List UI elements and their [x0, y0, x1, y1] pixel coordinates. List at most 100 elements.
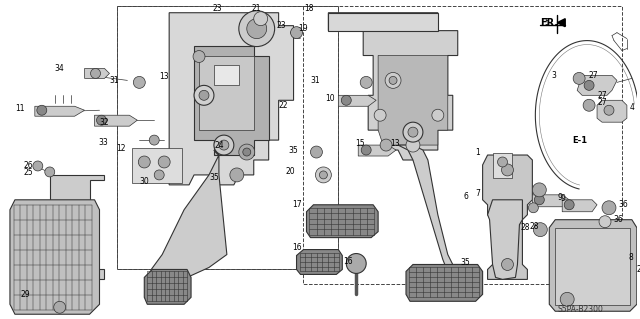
Polygon shape [169, 13, 294, 185]
Polygon shape [194, 46, 269, 155]
Text: 31: 31 [109, 76, 119, 85]
Text: 30: 30 [140, 177, 149, 186]
Polygon shape [199, 56, 253, 130]
Text: 12: 12 [116, 144, 126, 152]
Text: 9: 9 [561, 194, 566, 203]
Polygon shape [577, 75, 617, 95]
Circle shape [133, 77, 145, 88]
Circle shape [380, 139, 392, 151]
Text: 33: 33 [99, 137, 108, 147]
Circle shape [408, 127, 418, 137]
Text: 16: 16 [292, 243, 301, 252]
Polygon shape [483, 155, 532, 279]
Circle shape [502, 164, 513, 176]
Text: 25: 25 [23, 168, 33, 177]
Circle shape [564, 200, 574, 210]
Text: 8: 8 [629, 253, 634, 262]
Circle shape [214, 135, 234, 155]
Text: 28: 28 [521, 223, 531, 232]
Circle shape [361, 145, 371, 155]
Bar [132, 148, 182, 183]
Circle shape [239, 11, 275, 47]
Bar [117, 6, 339, 270]
Text: 18: 18 [304, 4, 313, 13]
Circle shape [219, 140, 229, 150]
Circle shape [385, 72, 401, 88]
Text: 21: 21 [252, 4, 262, 13]
Text: 4: 4 [630, 103, 635, 112]
Text: 3: 3 [552, 71, 557, 80]
Circle shape [599, 216, 611, 228]
Polygon shape [532, 195, 569, 207]
Circle shape [45, 167, 55, 177]
Polygon shape [358, 145, 396, 156]
Circle shape [316, 167, 332, 183]
Polygon shape [562, 200, 597, 212]
Text: 10: 10 [326, 94, 335, 103]
Text: 29: 29 [20, 290, 29, 299]
Polygon shape [406, 264, 483, 301]
Circle shape [534, 195, 544, 205]
Circle shape [533, 223, 547, 237]
Circle shape [138, 156, 150, 168]
Text: 32: 32 [100, 118, 109, 127]
Circle shape [291, 27, 303, 39]
Circle shape [310, 146, 323, 158]
Circle shape [97, 115, 106, 125]
Bar [556, 228, 630, 305]
Circle shape [560, 292, 574, 306]
Polygon shape [339, 95, 376, 106]
Circle shape [583, 99, 595, 111]
Text: 35: 35 [461, 258, 470, 267]
Bar [493, 153, 513, 178]
Bar [328, 13, 438, 31]
Text: 15: 15 [355, 138, 365, 148]
Circle shape [604, 105, 614, 115]
Polygon shape [307, 205, 378, 238]
Circle shape [502, 258, 513, 271]
Circle shape [230, 168, 244, 182]
Text: 24: 24 [214, 141, 224, 150]
Circle shape [341, 95, 351, 105]
Circle shape [360, 77, 372, 88]
Text: 27: 27 [588, 71, 598, 80]
Polygon shape [557, 19, 565, 27]
Text: 1: 1 [476, 147, 480, 157]
Polygon shape [84, 69, 109, 78]
Circle shape [403, 122, 423, 142]
Circle shape [154, 170, 164, 180]
Text: 23: 23 [276, 21, 287, 30]
Text: 34: 34 [55, 64, 65, 73]
Circle shape [54, 301, 66, 313]
Circle shape [33, 161, 43, 171]
Polygon shape [597, 100, 627, 122]
Circle shape [37, 105, 47, 115]
Circle shape [239, 144, 255, 160]
Circle shape [584, 80, 594, 90]
Circle shape [432, 109, 444, 121]
Circle shape [247, 19, 267, 39]
Text: FR.: FR. [540, 18, 558, 28]
Circle shape [573, 72, 585, 84]
Circle shape [199, 90, 209, 100]
Text: 31: 31 [310, 76, 320, 85]
Bar [303, 6, 622, 284]
Text: 2: 2 [637, 265, 640, 274]
Polygon shape [328, 13, 458, 160]
Circle shape [497, 157, 508, 167]
Polygon shape [95, 115, 138, 126]
Text: 20: 20 [285, 167, 296, 176]
Polygon shape [488, 200, 522, 279]
Circle shape [346, 254, 366, 273]
Text: 7: 7 [476, 189, 480, 198]
Text: 35: 35 [209, 174, 219, 182]
Circle shape [529, 203, 538, 213]
Bar [117, 6, 339, 270]
Polygon shape [10, 200, 99, 314]
Text: 17: 17 [292, 200, 301, 209]
Text: 35: 35 [289, 145, 298, 154]
Text: 9: 9 [557, 193, 562, 202]
Polygon shape [549, 220, 637, 311]
Text: 27: 27 [597, 98, 607, 107]
Text: 36: 36 [618, 200, 628, 209]
